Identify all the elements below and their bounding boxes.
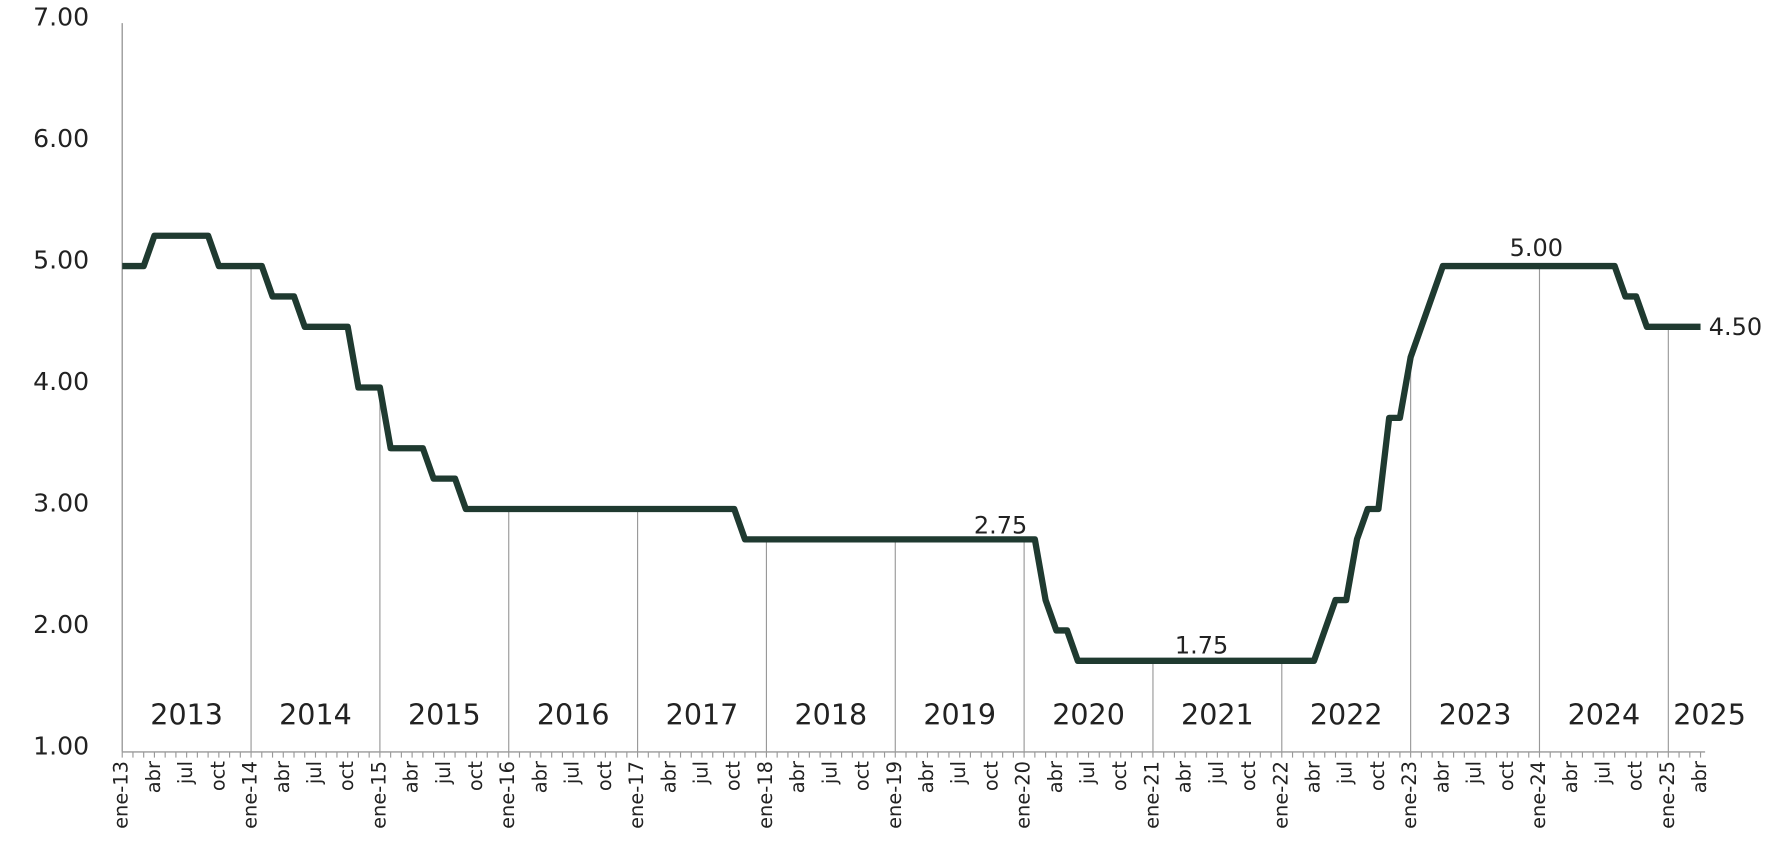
x-tick-label: jul bbox=[1205, 761, 1228, 785]
year-label: 2025 bbox=[1673, 697, 1746, 731]
x-tick-label: abr bbox=[528, 761, 551, 793]
x-tick-label: jul bbox=[1591, 761, 1614, 785]
x-tick-label: jul bbox=[174, 761, 197, 785]
year-label: 2013 bbox=[150, 697, 223, 731]
x-tick-label: jul bbox=[303, 761, 326, 785]
x-tick-label: abr bbox=[657, 761, 680, 793]
x-tick-label: jul bbox=[947, 761, 970, 785]
x-tick-label: oct bbox=[1624, 761, 1647, 792]
x-tick-label: jul bbox=[690, 761, 713, 785]
x-tick-label: abr bbox=[786, 761, 809, 793]
x-tick-label: oct bbox=[1366, 761, 1389, 792]
annotation: 5.00 bbox=[1510, 234, 1563, 262]
x-tick-label: ene-24 bbox=[1527, 761, 1550, 829]
year-label: 2022 bbox=[1310, 697, 1383, 731]
year-label: 2018 bbox=[795, 697, 868, 731]
y-tick-label: 3.00 bbox=[33, 488, 89, 517]
x-tick-label: jul bbox=[1463, 761, 1486, 785]
x-tick-label: ene-13 bbox=[110, 761, 133, 829]
x-tick-label: ene-21 bbox=[1140, 761, 1163, 829]
year-label: 2019 bbox=[923, 697, 996, 731]
x-tick-label: oct bbox=[335, 761, 358, 792]
y-tick-label: 6.00 bbox=[33, 124, 89, 153]
annotation: 2.75 bbox=[974, 512, 1027, 540]
x-tick-label: abr bbox=[1173, 761, 1196, 793]
year-label: 2014 bbox=[279, 697, 352, 731]
x-tick-label: ene-22 bbox=[1269, 761, 1292, 829]
x-tick-label: jul bbox=[432, 761, 455, 785]
y-tick-label: 1.00 bbox=[33, 731, 89, 760]
y-tick-label: 5.00 bbox=[33, 245, 89, 274]
x-tick-label: ene-20 bbox=[1012, 761, 1035, 829]
x-tick-label: oct bbox=[1495, 761, 1518, 792]
year-label: 2021 bbox=[1181, 697, 1254, 731]
x-tick-label: ene-23 bbox=[1398, 761, 1421, 829]
x-tick-label: ene-19 bbox=[883, 761, 906, 829]
x-tick-label: ene-16 bbox=[496, 761, 519, 829]
y-tick-label: 2.00 bbox=[33, 610, 89, 639]
x-tick-label: oct bbox=[722, 761, 745, 792]
year-label: 2020 bbox=[1052, 697, 1125, 731]
x-tick-label: ene-14 bbox=[239, 761, 262, 829]
x-tick-label: ene-25 bbox=[1656, 761, 1679, 829]
x-tick-label: oct bbox=[464, 761, 487, 792]
x-tick-label: jul bbox=[561, 761, 584, 785]
x-tick-label: abr bbox=[1688, 761, 1711, 793]
year-label: 2024 bbox=[1568, 697, 1641, 731]
x-tick-label: oct bbox=[593, 761, 616, 792]
x-tick-label: jul bbox=[1334, 761, 1357, 785]
x-tick-label: abr bbox=[271, 761, 294, 793]
year-label: 2016 bbox=[537, 697, 610, 731]
x-tick-label: ene-17 bbox=[625, 761, 648, 829]
year-label: 2015 bbox=[408, 697, 481, 731]
x-tick-label: ene-15 bbox=[367, 761, 390, 829]
x-tick-label: abr bbox=[1302, 761, 1325, 793]
x-tick-label: abr bbox=[142, 761, 165, 793]
x-tick-label: ene-18 bbox=[754, 761, 777, 829]
x-tick-label: oct bbox=[1237, 761, 1260, 792]
x-tick-label: abr bbox=[915, 761, 938, 793]
x-tick-label: oct bbox=[1108, 761, 1131, 792]
x-tick-label: jul bbox=[818, 761, 841, 785]
x-tick-label: abr bbox=[1044, 761, 1067, 793]
year-label: 2017 bbox=[666, 697, 739, 731]
y-tick-label: 4.00 bbox=[33, 367, 89, 396]
x-tick-label: oct bbox=[979, 761, 1002, 792]
x-tick-label: oct bbox=[851, 761, 874, 792]
annotation: 4.50 bbox=[1709, 313, 1762, 341]
x-tick-label: abr bbox=[1559, 761, 1582, 793]
line-series bbox=[122, 232, 1701, 664]
x-tick-label: oct bbox=[206, 761, 229, 792]
y-tick-label: 7.00 bbox=[33, 3, 89, 32]
annotation: 1.75 bbox=[1175, 632, 1228, 660]
x-tick-label: abr bbox=[400, 761, 423, 793]
year-label: 2023 bbox=[1439, 697, 1512, 731]
x-tick-label: jul bbox=[1076, 761, 1099, 785]
x-tick-label: abr bbox=[1430, 761, 1453, 793]
